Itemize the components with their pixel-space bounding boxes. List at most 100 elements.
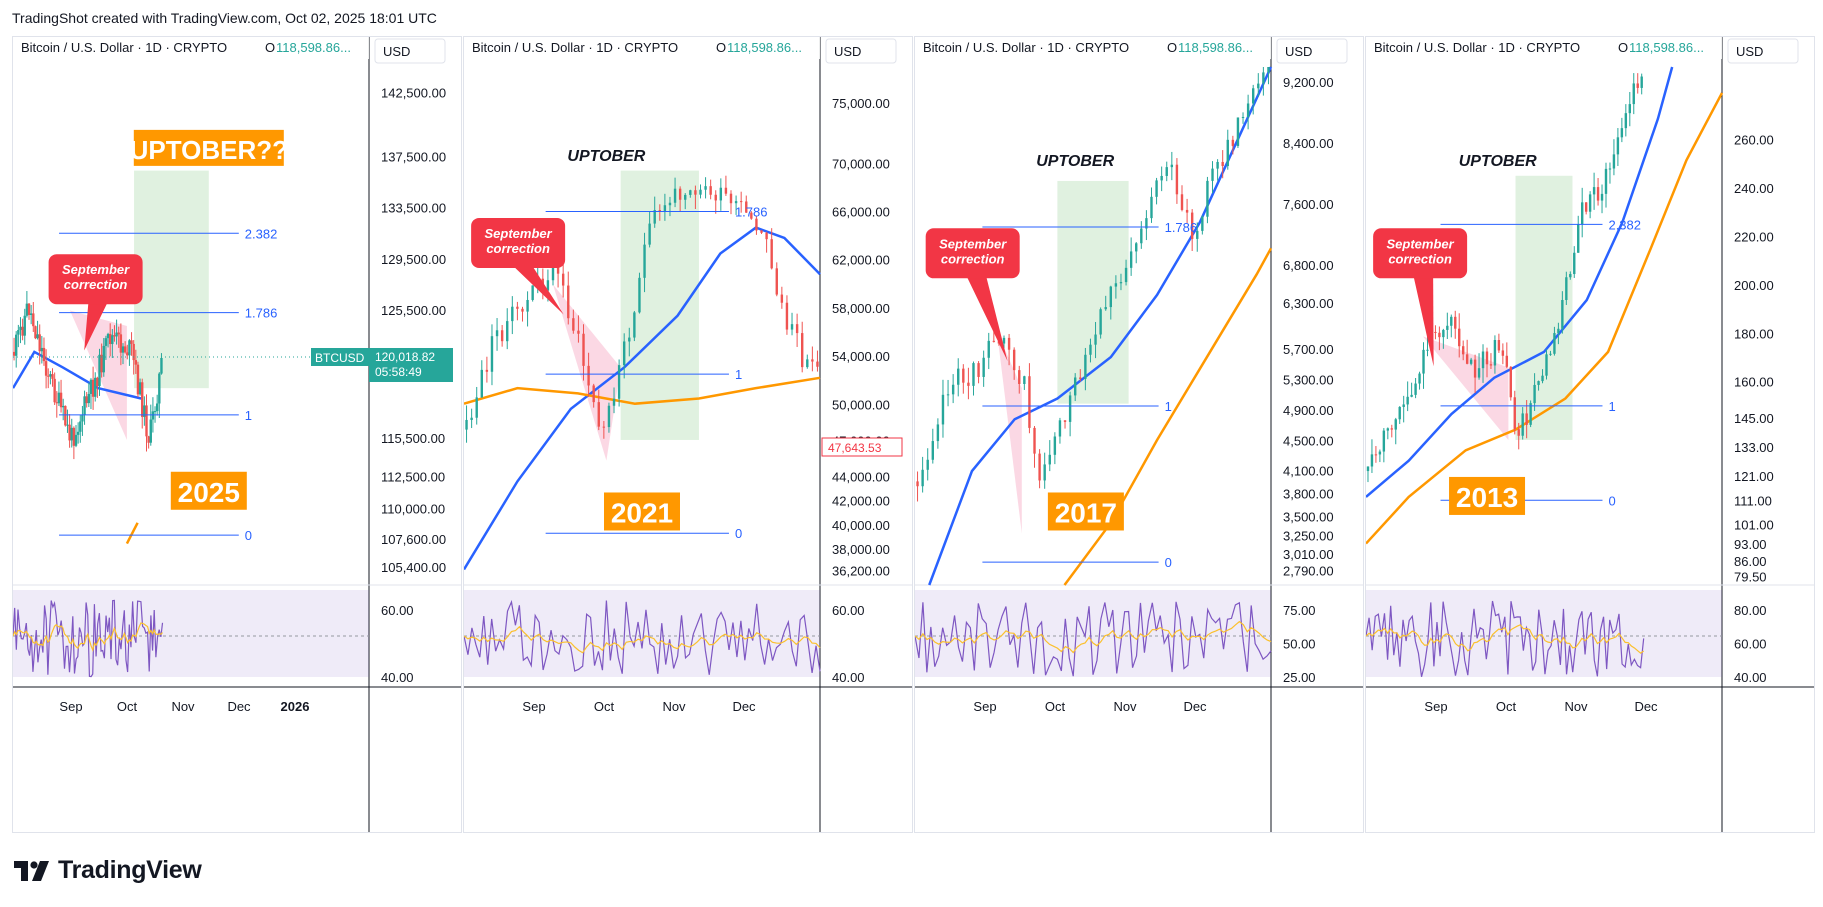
- candle-body: [1231, 139, 1235, 146]
- callout-bg: [471, 217, 566, 268]
- candle-body: [89, 379, 93, 394]
- candle-body: [612, 398, 616, 406]
- candle-body: [1604, 168, 1608, 194]
- candle-body: [699, 189, 702, 195]
- candle-body: [1473, 359, 1477, 378]
- candle-body: [1211, 168, 1214, 181]
- candle-body: [526, 299, 529, 312]
- uptober-range-box: [134, 170, 209, 389]
- legend-bg: [13, 37, 369, 59]
- chart-panel-2021[interactable]: 1.786 1 0 75,000.00 70,000.00 66,000.00 62,000…: [462, 36, 913, 833]
- time-tick-label: Nov: [1113, 699, 1137, 714]
- candle-body: [1390, 428, 1393, 430]
- chart-panel-2017[interactable]: 1.786 1 0 9,200.00 8,400.00 7,600.00 6,800.00 6…: [914, 36, 1364, 833]
- candle-body: [1573, 252, 1576, 275]
- candle-body: [780, 294, 784, 303]
- rsi-signal-line: [12, 622, 163, 653]
- candle-body: [987, 340, 990, 358]
- candle-body: [668, 202, 672, 206]
- candle-body: [1525, 413, 1528, 425]
- current-price: 47,643.53: [828, 441, 882, 455]
- year-badge-bg: [1047, 492, 1124, 531]
- candle-body: [1236, 117, 1240, 146]
- chart-2021[interactable]: 1.786 1 0 75,000.00 70,000.00 66,000.00 62,000…: [462, 37, 912, 832]
- fib-level-label: 0: [735, 526, 742, 541]
- candle-body: [1382, 430, 1386, 452]
- candle-body: [1002, 337, 1006, 344]
- candle-body: [806, 359, 809, 368]
- candle-body: [643, 244, 646, 278]
- last-price: 118,598.86...: [1178, 40, 1253, 55]
- candle-body: [795, 324, 799, 334]
- candle-body: [936, 424, 940, 442]
- candle-body: [158, 373, 161, 404]
- currency-button-bg: [1276, 38, 1348, 64]
- price-tick-label: 54,000.00: [832, 349, 890, 364]
- candle-body: [68, 424, 71, 441]
- fib-level-label: 2.382: [245, 226, 278, 241]
- price-tick-label: 62,000.00: [832, 253, 890, 268]
- candle-body: [977, 363, 980, 377]
- candle-body: [760, 230, 763, 233]
- candle-body: [1418, 373, 1421, 384]
- candle-body: [992, 340, 996, 342]
- rsi-line: [914, 601, 1272, 677]
- candle-body: [1206, 180, 1209, 217]
- candle-body: [607, 405, 611, 428]
- candle-body: [714, 194, 717, 201]
- price-tick-label: 125,500.00: [381, 303, 446, 318]
- candle-body: [1517, 429, 1520, 436]
- candle-body: [23, 315, 26, 336]
- time-tick-label: Nov: [662, 699, 686, 714]
- tradingview-logo[interactable]: TradingView: [14, 856, 202, 885]
- candle-body: [1481, 351, 1485, 369]
- candle-body: [100, 354, 103, 373]
- rsi-tick-label: 40.00: [381, 670, 414, 685]
- candle-body: [42, 347, 46, 362]
- candle-body: [19, 326, 22, 331]
- price-tick-label: 137,500.00: [381, 150, 446, 165]
- rsi-tick-label: 40.00: [832, 670, 865, 685]
- price-tick-label: 5,700.00: [1283, 342, 1334, 357]
- candle-body: [1089, 344, 1092, 355]
- last-price: 118,598.86...: [276, 40, 351, 55]
- candle-body: [1063, 420, 1067, 422]
- rsi-tick-label: 60.00: [1734, 637, 1767, 652]
- price-tick-label: 260.00: [1734, 133, 1774, 148]
- candle-body: [1226, 139, 1229, 167]
- time-tick-label: Dec: [1183, 699, 1207, 714]
- chart-panel-2013[interactable]: 2.382 1 0 260.00 240.00 220.00 200.00 180.00 160…: [1365, 36, 1815, 833]
- chart-2025[interactable]: 2.382 1.786 1 0 142,500.00 137,500.00 133,500.…: [11, 37, 461, 832]
- candle-body: [117, 332, 120, 335]
- headline-text: UPTOBER: [567, 148, 645, 165]
- candle-body: [1246, 103, 1250, 117]
- legend-bg: [1366, 37, 1722, 59]
- candle-body: [1370, 454, 1374, 467]
- candle-body: [1221, 161, 1224, 167]
- candle-body: [1180, 194, 1184, 210]
- price-tick-label: 8,400.00: [1283, 136, 1334, 151]
- candle-body: [132, 343, 135, 361]
- callout-line-1: September: [1387, 236, 1455, 251]
- candle-body: [1521, 413, 1524, 436]
- brand-name: TradingView: [58, 856, 202, 884]
- candle-body: [57, 392, 61, 404]
- chart-panel-2025[interactable]: 2.382 1.786 1 0 142,500.00 137,500.00 133,500.…: [11, 36, 462, 833]
- ohlc-label: O: [265, 40, 275, 55]
- symbol-title: Bitcoin / U.S. Dollar · 1D · CRYPTO: [923, 40, 1129, 55]
- candle-body: [561, 273, 565, 286]
- candle-body: [106, 333, 110, 339]
- time-tick-label: Oct: [1045, 699, 1066, 714]
- rsi-tick-label: 40.00: [1734, 670, 1767, 685]
- candle-body: [1465, 354, 1469, 364]
- candle-body: [66, 424, 69, 426]
- candle-body: [1553, 333, 1556, 354]
- rsi-band: [464, 590, 820, 677]
- time-tick-label: Dec: [1634, 699, 1658, 714]
- candle-body: [1454, 316, 1457, 329]
- candle-body: [1262, 72, 1265, 84]
- chart-2013[interactable]: 2.382 1 0 260.00 240.00 220.00 200.00 180.00 160…: [1365, 37, 1814, 832]
- candle-body: [694, 190, 697, 195]
- price-tick-label: 70,000.00: [832, 156, 890, 171]
- chart-2017[interactable]: 1.786 1 0 9,200.00 8,400.00 7,600.00 6,800.00 6…: [914, 37, 1363, 832]
